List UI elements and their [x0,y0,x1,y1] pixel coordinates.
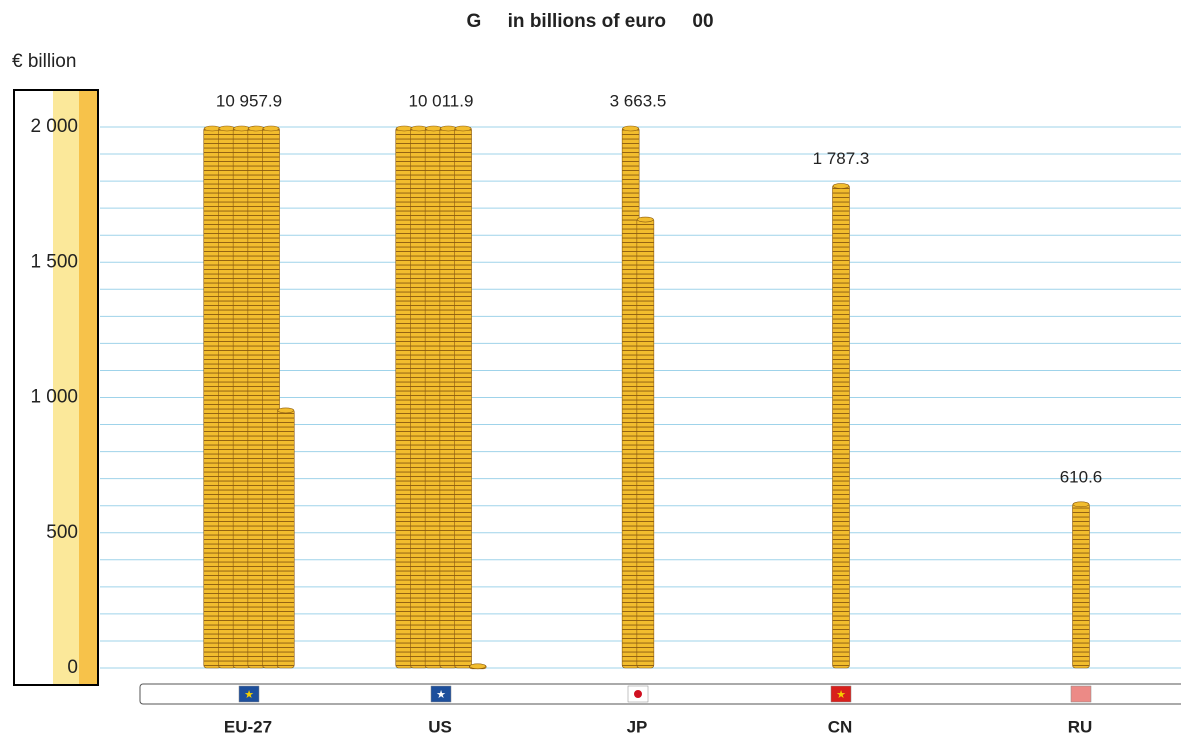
plot: 10 957.9 10 011.9 3 663.5 1 787.3 610.6 [203,91,1103,670]
value-label: 3 663.5 [610,91,667,110]
y-axis-label: € billion [12,51,76,72]
x-tick-label: RU [1068,717,1093,736]
x-tick-label: EU-27 [224,717,272,736]
y-tick-label: 500 [46,522,78,543]
y-tick-label: 2 000 [30,116,78,137]
chart-title: G in billions of euro 00 [466,11,713,32]
y-tick-label: 1 000 [30,387,78,408]
flag [238,685,260,703]
flag-emblem: ★ [244,689,254,701]
flag-emblem: ★ [836,689,846,701]
coin-stack [395,125,487,670]
coin-stack [621,125,655,669]
coin-stack [832,183,850,669]
flag-emblem: ★ [436,689,446,701]
flag-emblem [634,690,642,698]
y-tick-label: 0 [67,657,78,678]
value-label: 1 787.3 [813,149,870,168]
x-tick-label: JP [627,717,648,736]
coin-stack [1072,501,1090,669]
baseline-bar [139,683,1181,705]
x-tick-label: US [428,717,452,736]
flag [830,685,852,703]
flag [430,685,452,703]
y-tick-label: 1 500 [30,251,78,272]
axis-stripe [53,91,79,684]
x-tick-label: CN [828,717,853,736]
coin-stack [203,125,295,669]
value-label: 10 011.9 [409,91,474,110]
axis-stripe [79,91,97,684]
value-label: 10 957.9 [216,91,282,110]
flag [1070,685,1092,703]
value-label: 610.6 [1060,467,1103,486]
